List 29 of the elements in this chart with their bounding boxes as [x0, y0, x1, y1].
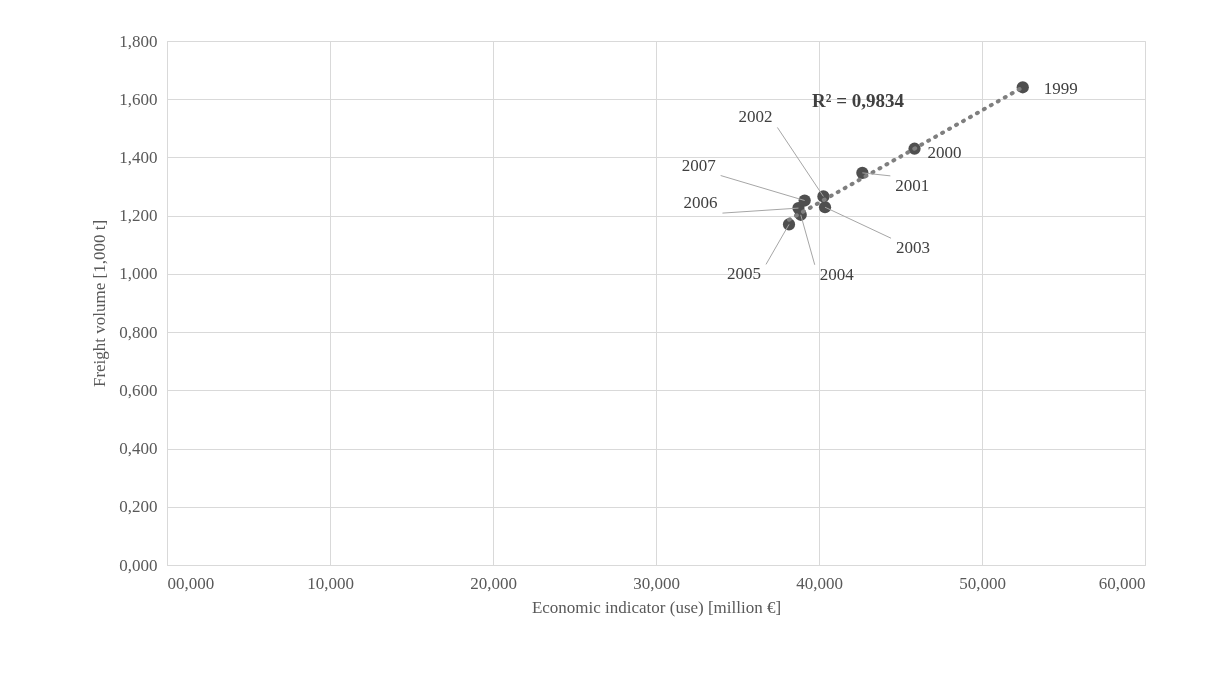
- y-axis-title: Freight volume [1,000 t]: [90, 219, 110, 388]
- y-tick-label: 1,200: [119, 206, 158, 226]
- y-tick-label: 1,000: [119, 264, 158, 284]
- x-tick-label: 00,000: [167, 573, 215, 593]
- annotation: 2007: [681, 155, 717, 175]
- x-tick-label: 50,000: [959, 573, 1006, 593]
- x-tick-label: 10,000: [307, 573, 354, 593]
- x-tick-label: 30,000: [633, 573, 680, 593]
- x-tick-label: 60,000: [1098, 573, 1146, 593]
- y-tick-label: 1,400: [119, 147, 158, 167]
- annotation: 1999: [1043, 79, 1078, 99]
- y-tick-label: 0,200: [119, 497, 158, 517]
- annotation: 2004: [819, 264, 855, 284]
- annotation: 2005: [727, 264, 762, 284]
- y-tick-label: 0,400: [119, 439, 158, 459]
- x-tick-label: 40,000: [796, 573, 843, 593]
- annotation: 2000: [927, 142, 962, 162]
- annotation: R² = 0,9834: [812, 90, 905, 111]
- annotation: 2003: [896, 238, 931, 258]
- x-tick-label: 20,000: [470, 573, 517, 593]
- y-tick-label: 0,800: [119, 322, 158, 342]
- annotation: 2006: [683, 193, 718, 213]
- annotation: 2001: [895, 175, 930, 195]
- x-axis-title: Economic indicator (use) [million €]: [531, 597, 782, 617]
- y-tick-label: 0,600: [119, 380, 158, 400]
- y-tick-label: 1,600: [119, 89, 158, 109]
- y-tick-label: 0,000: [119, 555, 158, 575]
- y-tick-label: 1,800: [119, 31, 158, 51]
- annotation: 2002: [738, 107, 773, 127]
